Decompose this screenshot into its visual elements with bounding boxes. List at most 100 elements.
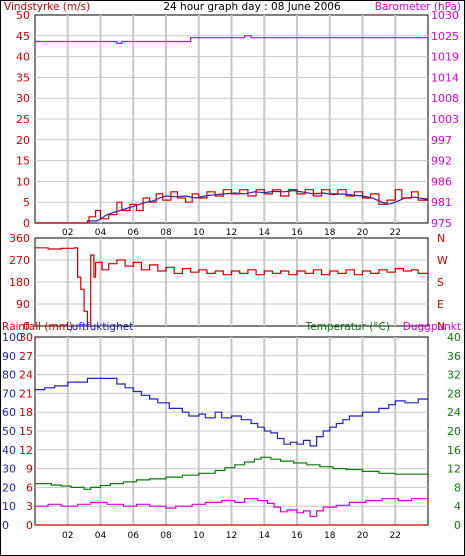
hour-tick: 08 (160, 228, 172, 238)
chart-title: 24 hour graph day : 08 June 2006 (163, 1, 341, 13)
barometer-tick-labels: 1030 1025 1019 1014 1008 1003 997 992 986 981 975 (431, 9, 459, 230)
wind-speed-tick: 30 (16, 92, 30, 105)
vindretning-line (35, 247, 428, 327)
humidity-temperature-x-tick-labels: 02 04 06 08 10 12 14 16 18 20 22 (62, 531, 401, 541)
barometer-tick: 1030 (431, 9, 459, 22)
wind-barometer-panel: Vindstyrke (m/s) 24 hour graph day : 08 … (4, 1, 461, 238)
rainfall-tick: 6 (26, 481, 33, 494)
rainfall-tick: 0 (26, 519, 33, 532)
vindstyrke-line (35, 189, 428, 224)
hour-tick: 10 (193, 228, 205, 238)
humidity-tick: 70 (2, 387, 16, 400)
dew-point-axis-label: Duggpunkt (403, 321, 461, 333)
temperature-tick: 8 (454, 481, 461, 494)
wind-direction-series (35, 247, 428, 327)
barometer-tick: 1008 (431, 92, 459, 105)
rainfall-tick: 27 (19, 350, 33, 363)
humidity-tick: 10 (2, 500, 16, 513)
temperature-tick: 16 (447, 444, 461, 457)
temperature-tick: 32 (447, 369, 461, 382)
duggpunkt-line (35, 498, 428, 518)
temperature-tick: 24 (447, 406, 461, 419)
wind-speed-tick: 35 (16, 71, 30, 84)
humidity-temperature-panel: Rainfall (mm) Luftfuktighet Temperatur (… (2, 321, 461, 541)
humidity-temperature-series (35, 377, 428, 526)
hour-tick: 20 (357, 228, 369, 238)
rainfall-tick: 15 (19, 425, 33, 438)
temperature-tick: 36 (447, 350, 461, 363)
hour-tick: 22 (390, 531, 401, 541)
barometer-tick: 1019 (431, 51, 459, 64)
hour-tick: 12 (226, 531, 237, 541)
rainfall-tick: 24 (19, 369, 33, 382)
rainfall-tick: 3 (26, 500, 33, 513)
wind-direction-gridlines (35, 238, 428, 326)
wind-barometer-x-tick-labels: 02 04 06 08 10 12 14 16 18 20 22 (62, 228, 401, 238)
hour-tick: 04 (95, 531, 107, 541)
barometer-tick: 986 (431, 175, 452, 188)
humidity-tick: 0 (2, 519, 9, 532)
compass-tick: E (437, 298, 444, 311)
temperature-tick: 12 (447, 463, 461, 476)
compass-tick: W (437, 254, 448, 267)
hour-tick: 16 (291, 531, 303, 541)
barometer-tick: 992 (431, 155, 452, 168)
hour-tick: 04 (95, 228, 107, 238)
wind-speed-tick: 50 (16, 9, 30, 22)
humidity-tick: 40 (2, 444, 16, 457)
wind-speed-tick: 15 (16, 155, 30, 168)
barometer-tick: 975 (431, 217, 452, 230)
wind-speed-tick: 45 (16, 30, 30, 43)
wind-direction-degree-tick-labels: 360 270 180 90 0 (9, 232, 30, 333)
wind-barometer-series (35, 35, 428, 224)
barometer-tick: 981 (431, 196, 452, 209)
wind-direction-degree-tick: 90 (16, 298, 30, 311)
hour-tick: 20 (357, 531, 369, 541)
hour-tick: 10 (193, 531, 205, 541)
temperature-tick: 40 (447, 331, 461, 344)
temperature-axis-label: Temperatur (°C) (305, 321, 390, 333)
wind-speed-tick: 40 (16, 51, 30, 64)
wind-direction-degree-tick: 360 (9, 232, 30, 245)
rainfall-tick: 21 (19, 387, 33, 400)
hour-tick: 08 (160, 531, 172, 541)
hour-tick: 02 (62, 531, 73, 541)
temperature-tick: 28 (447, 387, 461, 400)
luftfuktighet-line (35, 377, 428, 447)
temperatur-line (35, 456, 428, 490)
humidity-tick: 20 (2, 481, 16, 494)
humidity-axis-label: Luftfuktighet (66, 321, 133, 333)
wind-direction-degree-tick: 180 (9, 276, 30, 289)
vindkast-line (35, 189, 428, 224)
rainfall-axis-label: Rainfall (mm) (2, 321, 73, 333)
barometer-axis-label: Barometer (hPa) (375, 1, 461, 13)
hour-tick: 12 (226, 228, 237, 238)
rainfall-tick: 18 (19, 406, 33, 419)
hour-tick: 18 (324, 228, 336, 238)
humidity-tick: 80 (2, 369, 16, 382)
wind-direction-degree-tick: 270 (9, 254, 30, 267)
hour-tick: 22 (390, 228, 401, 238)
compass-tick: N (437, 232, 445, 245)
wind-speed-tick: 0 (23, 217, 30, 230)
wind-speed-axis-label: Vindstyrke (m/s) (4, 1, 90, 13)
wind-barometer-gridlines (35, 15, 428, 223)
barometer-line (35, 35, 428, 45)
humidity-tick: 90 (2, 350, 16, 363)
wind-speed-tick: 25 (16, 113, 30, 126)
humidity-tick: 30 (2, 463, 16, 476)
wind-speed-tick: 5 (23, 196, 30, 209)
hour-tick: 02 (62, 228, 73, 238)
rainfall-tick: 9 (26, 463, 33, 476)
hour-tick: 18 (324, 531, 336, 541)
humidity-tick: 100 (2, 331, 23, 344)
hour-tick: 14 (259, 228, 271, 238)
compass-tick: N (437, 320, 445, 333)
